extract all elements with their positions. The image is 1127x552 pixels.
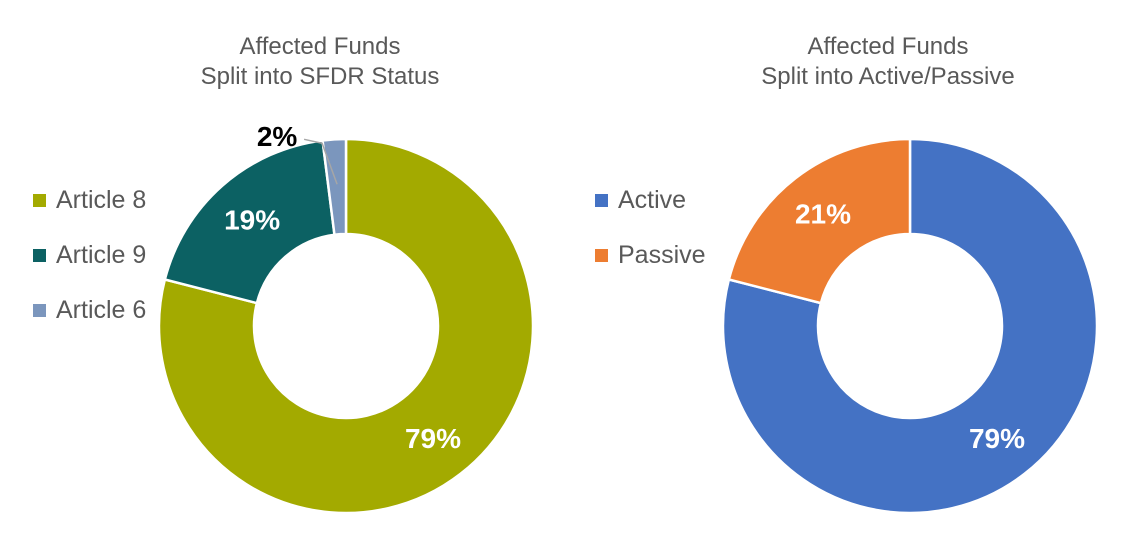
left-chart-legend: Article 8 Article 9 Article 6 (33, 186, 146, 325)
slice-passive (727, 137, 912, 305)
legend-label-active: Active (618, 186, 687, 214)
right-chart-legend: Active Passive (595, 186, 706, 270)
slice-active (721, 137, 1099, 515)
legend-item-passive: Passive (595, 241, 706, 270)
left-chart-title: Affected Funds Split into SFDR Status (100, 32, 540, 92)
slice-article-8 (157, 137, 535, 515)
leader-line-article-6 (303, 138, 338, 185)
legend-label-passive: Passive (618, 241, 706, 269)
donut-chart-active-passive: 79% 21% (721, 137, 1099, 515)
data-label-article-9: 19% (224, 204, 280, 235)
data-label-article-6: 2% (257, 121, 298, 152)
legend-swatch-article-6 (33, 304, 46, 317)
legend-label-article-6: Article 6 (56, 296, 147, 324)
left-chart-title-line-2: Split into SFDR Status (200, 63, 440, 90)
legend-item-article-8: Article 8 (33, 186, 146, 215)
legend-swatch-article-9 (33, 249, 46, 262)
donut-chart-sfdr-status: 79% 19% 2% (157, 121, 535, 515)
legend-item-active: Active (595, 186, 706, 215)
legend-swatch-active (595, 194, 608, 207)
left-chart-title-line-1: Affected Funds (239, 33, 401, 60)
legend-item-article-6: Article 6 (33, 296, 146, 325)
right-chart-title: Affected Funds Split into Active/Passive (668, 32, 1108, 92)
right-chart-title-line-2: Split into Active/Passive (761, 63, 1015, 90)
data-label-active: 79% (969, 423, 1025, 454)
legend-swatch-article-8 (33, 194, 46, 207)
right-chart-title-line-1: Affected Funds (807, 33, 969, 60)
legend-swatch-passive (595, 249, 608, 262)
legend-label-article-8: Article 8 (56, 186, 147, 214)
data-label-article-8: 79% (405, 423, 461, 454)
legend-label-article-9: Article 9 (56, 241, 147, 269)
legend-item-article-9: Article 9 (33, 241, 146, 270)
slice-article-9 (163, 139, 336, 305)
slice-article-6 (321, 137, 348, 237)
data-label-passive: 21% (795, 199, 851, 230)
